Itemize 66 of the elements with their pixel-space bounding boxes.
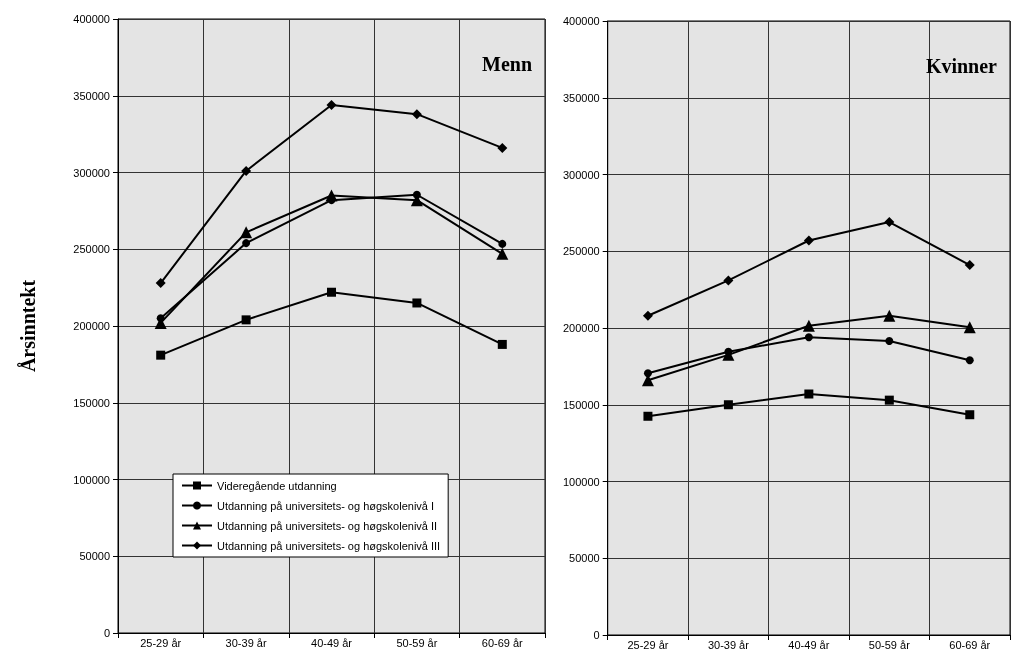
y-tick-label: 400000 — [73, 13, 110, 25]
point — [964, 260, 975, 271]
point — [498, 239, 507, 248]
point — [155, 278, 166, 289]
point — [497, 339, 507, 349]
y-tick-label: 400000 — [562, 15, 600, 27]
point — [804, 333, 813, 342]
y-tick-label: 300000 — [73, 166, 110, 179]
y-tick-label: 300000 — [562, 168, 600, 181]
point — [884, 217, 895, 228]
x-tick-label: 40-49 år — [311, 636, 353, 649]
x-tick-label: 60-69 år — [481, 636, 524, 649]
text: Menn — [482, 53, 532, 75]
x-tick-label: 30-39 år — [225, 636, 267, 649]
y-tick-label: 350000 — [73, 89, 110, 102]
point — [884, 395, 894, 405]
point — [326, 99, 337, 110]
y-tick-label: 50000 — [79, 550, 110, 563]
point — [723, 400, 733, 410]
point — [327, 287, 336, 297]
x-tick-label: 25-29 år — [627, 638, 669, 651]
x-tick-label: 40-49 år — [788, 638, 830, 651]
point — [412, 298, 422, 308]
y-axis-title: Årsinntekt — [17, 279, 39, 373]
y-tick-label: 200000 — [562, 322, 600, 334]
y-tick-label: 0 — [103, 627, 110, 639]
point — [241, 165, 252, 176]
point — [804, 389, 814, 399]
point — [965, 356, 974, 365]
point — [643, 369, 652, 378]
point — [803, 235, 814, 246]
y-tick-label: 250000 — [562, 245, 600, 258]
legend-label: Utdanning på universitets- og høgskolenivå I — [217, 499, 435, 512]
point — [963, 321, 976, 334]
point — [411, 109, 422, 120]
point — [643, 411, 653, 421]
y-tick-label: 50000 — [569, 552, 600, 565]
point — [242, 239, 251, 248]
x-tick-label: 30-39 år — [707, 638, 750, 651]
legend-label: Utdanning på universitets- og høgskolenivå III — [217, 539, 441, 552]
point — [240, 226, 253, 239]
y-tick-label: 150000 — [562, 398, 600, 411]
point — [723, 275, 734, 286]
point — [885, 337, 894, 346]
x-tick-label: 60-69 år — [949, 638, 991, 651]
y-tick-label: 200000 — [73, 320, 110, 332]
y-tick-label: 100000 — [73, 473, 110, 486]
point — [496, 247, 509, 260]
legend-label: Utdanning på universitets- og høgskolenivå II — [217, 519, 438, 532]
x-tick-label: 50-59 år — [396, 636, 438, 649]
y-tick-label: 0 — [593, 629, 600, 641]
y-tick-label: 250000 — [73, 243, 110, 256]
point — [156, 350, 166, 360]
point — [965, 410, 975, 420]
y-tick-label: 150000 — [73, 396, 110, 409]
point — [642, 310, 653, 321]
y-tick-label: 350000 — [562, 91, 600, 104]
point — [883, 309, 896, 322]
y-tick-label: 100000 — [562, 475, 600, 488]
point — [497, 142, 508, 153]
point — [802, 319, 815, 332]
x-tick-label: 25-29 år — [140, 636, 182, 649]
point — [241, 315, 251, 325]
legend-label: Videregående utdanning — [217, 479, 337, 492]
point — [325, 189, 338, 202]
x-tick-label: 50-59 år — [868, 638, 911, 651]
